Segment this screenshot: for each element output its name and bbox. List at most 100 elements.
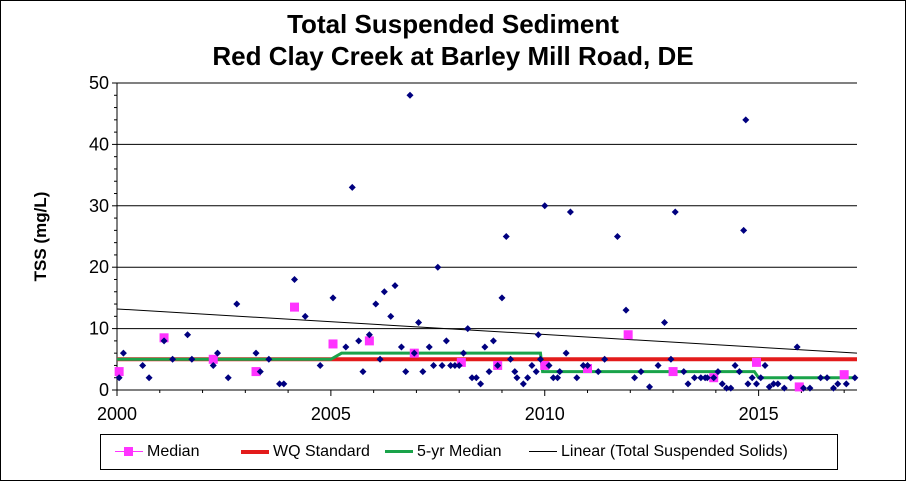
tss-data-point bbox=[770, 380, 778, 388]
y-tick-label: 40 bbox=[89, 134, 109, 154]
y-tick-label: 20 bbox=[89, 257, 109, 277]
tss-data-point bbox=[524, 374, 532, 382]
tss-data-point bbox=[451, 361, 459, 369]
tss-data-point bbox=[489, 337, 497, 345]
median-point bbox=[364, 336, 374, 346]
tss-data-point bbox=[549, 374, 557, 382]
median-point bbox=[751, 357, 761, 367]
tss-data-point bbox=[703, 374, 711, 382]
tss-data-point bbox=[541, 202, 549, 210]
tss-data-point bbox=[834, 380, 842, 388]
median-point bbox=[328, 339, 338, 349]
tss-data-point bbox=[329, 294, 337, 302]
tss-data-point bbox=[387, 312, 395, 320]
median-point bbox=[251, 367, 261, 377]
tss-data-point bbox=[438, 361, 446, 369]
tss-data-point bbox=[545, 361, 553, 369]
tss-data-point bbox=[566, 208, 574, 216]
tss-data-point bbox=[430, 361, 438, 369]
tss-data-point bbox=[224, 374, 232, 382]
tss-data-point bbox=[697, 374, 705, 382]
tss-data-point bbox=[301, 312, 309, 320]
tss-data-point bbox=[425, 343, 433, 351]
tss-data-point bbox=[498, 294, 506, 302]
tss-data-point bbox=[291, 275, 299, 283]
legend-linear-label: Linear (Total Suspended Solids) bbox=[561, 443, 788, 460]
tss-data-point bbox=[280, 380, 288, 388]
tss-data-point bbox=[556, 368, 564, 376]
tss-data-point bbox=[718, 380, 726, 388]
legend-item-median: Median bbox=[115, 435, 199, 469]
tss-data-point bbox=[761, 361, 769, 369]
legend-5yr-median-label: 5-yr Median bbox=[417, 443, 502, 460]
tss-data-point bbox=[494, 361, 502, 369]
tss-data-point bbox=[714, 368, 722, 376]
median-point bbox=[540, 360, 550, 370]
tss-data-point bbox=[532, 368, 540, 376]
tss-data-point bbox=[139, 361, 147, 369]
tss-data-point bbox=[536, 355, 544, 363]
legend-wq-standard-label: WQ Standard bbox=[273, 443, 370, 460]
tss-data-point bbox=[731, 361, 739, 369]
tss-data-point bbox=[806, 384, 814, 392]
tss-data-point bbox=[342, 343, 350, 351]
tss-data-point bbox=[348, 183, 356, 191]
legend-5yr-median-swatch bbox=[385, 446, 413, 458]
tss-data-point bbox=[256, 368, 264, 376]
tss-data-point bbox=[594, 368, 602, 376]
tss-data-point bbox=[402, 368, 410, 376]
y-tick-label: 50 bbox=[89, 73, 109, 93]
tss-data-point bbox=[252, 349, 260, 357]
tss-data-point bbox=[365, 331, 373, 339]
tss-data-point bbox=[511, 368, 519, 376]
tss-data-point bbox=[752, 380, 760, 388]
x-tick-label: 2000 bbox=[97, 404, 137, 424]
x-tick-label: 2015 bbox=[739, 404, 779, 424]
legend-wq-standard-swatch bbox=[241, 446, 269, 458]
x-tick-label: 2010 bbox=[525, 404, 565, 424]
five-yr-median-line bbox=[117, 351, 857, 380]
tss-data-point bbox=[671, 208, 679, 216]
tss-data-point bbox=[851, 374, 859, 382]
tss-data-point bbox=[787, 374, 795, 382]
median-point bbox=[208, 354, 218, 364]
tss-data-point bbox=[380, 288, 388, 296]
median-point bbox=[290, 302, 300, 312]
median-point bbox=[794, 382, 804, 392]
tss-data-point bbox=[562, 349, 570, 357]
tss-data-point bbox=[145, 374, 153, 382]
chart-title: Total Suspended Sediment Red Clay Creek … bbox=[0, 8, 906, 72]
tss-data-point bbox=[579, 361, 587, 369]
tss-data-point bbox=[455, 361, 463, 369]
tss-data-point bbox=[740, 226, 748, 234]
tss-data-point bbox=[613, 233, 621, 240]
tss-data-point bbox=[646, 383, 654, 391]
tss-data-point bbox=[376, 355, 384, 363]
median-point bbox=[839, 370, 849, 380]
tss-data-point bbox=[188, 355, 196, 363]
tss-data-point bbox=[115, 374, 123, 382]
tss-data-point bbox=[723, 384, 731, 392]
tss-data-point bbox=[519, 380, 527, 388]
legend-linear-swatch bbox=[529, 446, 557, 458]
tss-data-point bbox=[502, 233, 510, 240]
tss-data-point bbox=[459, 349, 467, 357]
tss-data-point bbox=[573, 374, 581, 382]
legend-item-5yr-median: 5-yr Median bbox=[385, 435, 501, 469]
tss-data-point bbox=[406, 91, 414, 99]
median-point bbox=[623, 330, 633, 340]
tss-data-point bbox=[584, 361, 592, 369]
tss-data-point bbox=[316, 361, 324, 369]
chart-legend: Median WQ Standard 5-yr Median Linear (T… bbox=[100, 434, 838, 470]
tss-data-point bbox=[434, 263, 442, 271]
tss-data-point bbox=[119, 349, 127, 357]
tss-data-point bbox=[442, 337, 450, 345]
y-axis-title: TSS (mg/L) bbox=[31, 192, 50, 282]
tss-data-point bbox=[793, 343, 801, 351]
tss-data-point bbox=[468, 374, 476, 382]
legend-median-label: Median bbox=[147, 443, 200, 460]
tss-data-point bbox=[800, 384, 808, 392]
tss-data-point bbox=[757, 374, 765, 382]
tss-data-point bbox=[554, 374, 562, 382]
tss-data-point bbox=[477, 380, 485, 388]
